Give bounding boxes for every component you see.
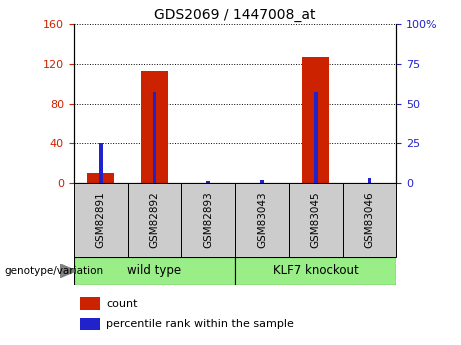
FancyBboxPatch shape	[289, 183, 343, 257]
Bar	[80, 297, 100, 310]
Text: GSM82892: GSM82892	[149, 191, 160, 248]
Bar	[87, 173, 114, 183]
Bar	[260, 180, 264, 183]
Title: GDS2069 / 1447008_at: GDS2069 / 1447008_at	[154, 8, 316, 22]
Text: percentile rank within the sample: percentile rank within the sample	[106, 319, 294, 329]
Text: wild type: wild type	[127, 264, 182, 277]
Bar	[207, 181, 210, 183]
Text: GSM83045: GSM83045	[311, 191, 321, 248]
FancyBboxPatch shape	[74, 257, 235, 285]
FancyBboxPatch shape	[343, 183, 396, 257]
FancyBboxPatch shape	[235, 257, 396, 285]
Text: count: count	[106, 299, 137, 309]
FancyBboxPatch shape	[74, 183, 128, 257]
Polygon shape	[60, 264, 76, 278]
Bar	[314, 92, 318, 183]
Text: GSM82893: GSM82893	[203, 191, 213, 248]
FancyBboxPatch shape	[235, 183, 289, 257]
Bar	[153, 92, 156, 183]
Bar	[80, 318, 100, 330]
Bar	[141, 71, 168, 183]
Text: genotype/variation: genotype/variation	[5, 266, 104, 276]
Text: KLF7 knockout: KLF7 knockout	[273, 264, 359, 277]
Bar	[99, 143, 102, 183]
Bar	[302, 57, 329, 183]
Bar	[368, 178, 372, 183]
Text: GSM83046: GSM83046	[365, 191, 375, 248]
FancyBboxPatch shape	[128, 183, 181, 257]
FancyBboxPatch shape	[181, 183, 235, 257]
Text: GSM82891: GSM82891	[95, 191, 106, 248]
Text: GSM83043: GSM83043	[257, 191, 267, 248]
